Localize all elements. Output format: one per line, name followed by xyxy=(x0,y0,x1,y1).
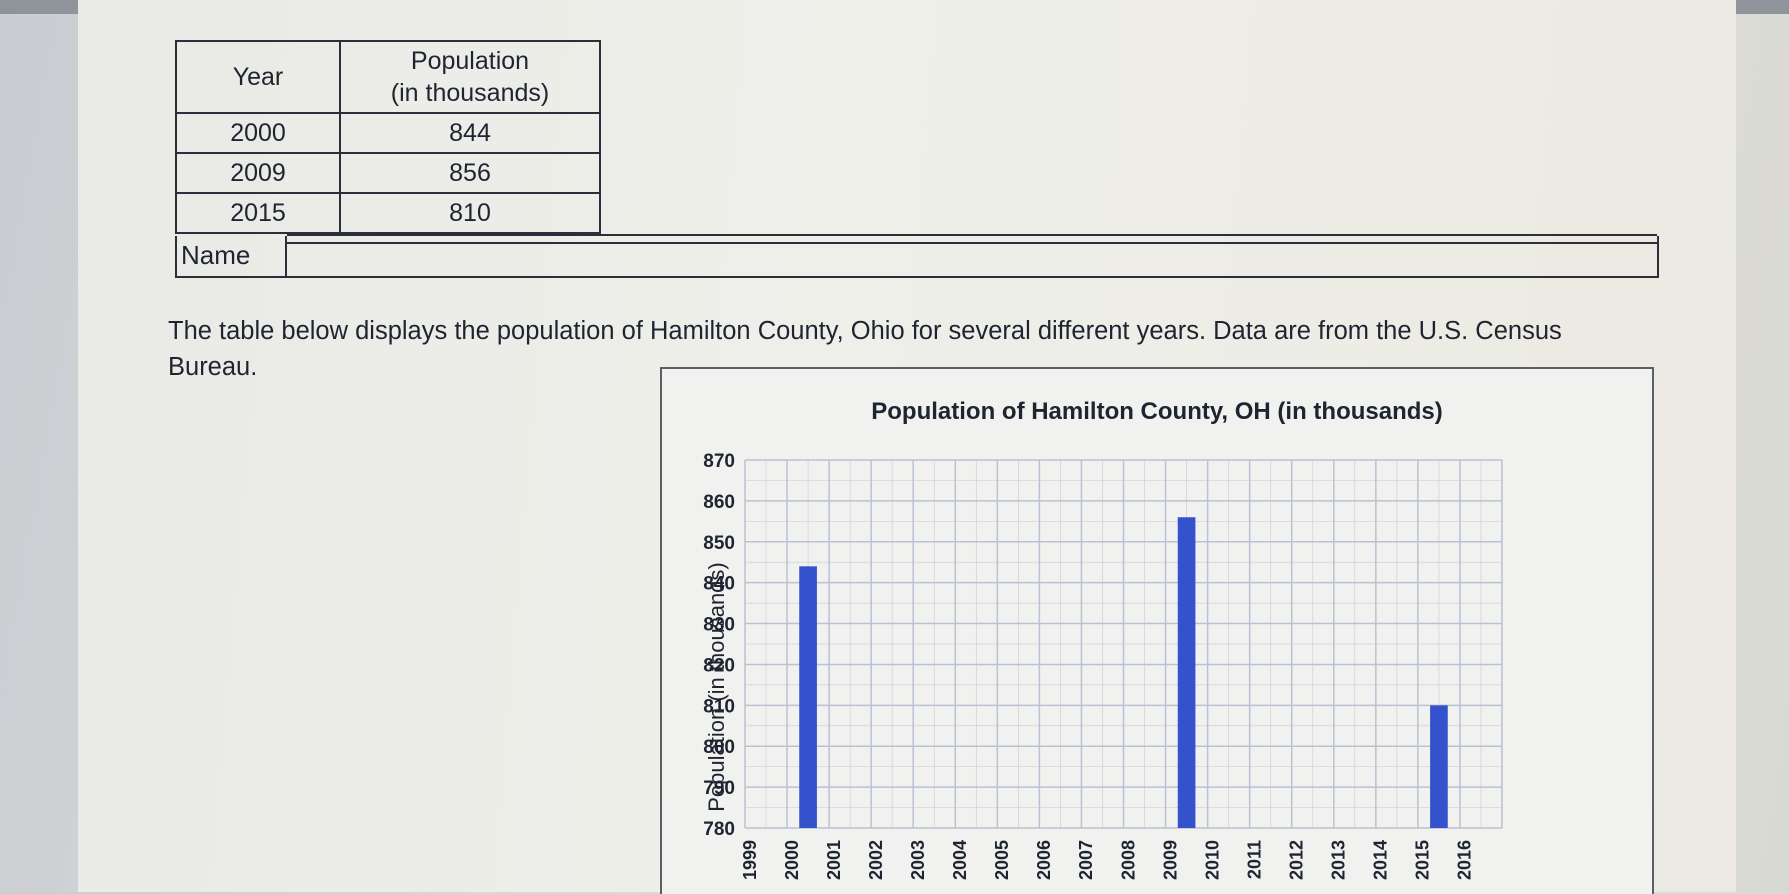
table-header-row: Year Population (in thousands) xyxy=(175,40,601,114)
y-tick-label: 790 xyxy=(703,778,735,799)
x-tick-label: 2011 xyxy=(1244,840,1264,879)
cell-population: 810 xyxy=(339,192,601,234)
table-row: 2015 810 xyxy=(175,192,601,234)
x-tick-label: 2008 xyxy=(1118,840,1138,880)
x-tick-label: 2004 xyxy=(950,840,970,880)
y-axis-label: Population (in thousands) xyxy=(704,562,729,812)
name-label: Name xyxy=(177,236,287,276)
chart-bars xyxy=(799,517,1448,828)
cell-population: 844 xyxy=(339,112,601,154)
header-population-line2: (in thousands) xyxy=(390,79,550,107)
x-tick-label: 2002 xyxy=(866,840,886,880)
chart-container: Population of Hamilton County, OH (in th… xyxy=(660,367,1654,894)
name-field-bar: Name xyxy=(175,234,1659,278)
table-row: 2009 856 xyxy=(175,152,601,194)
population-table: Year Population (in thousands) 2000 844 … xyxy=(175,40,601,234)
x-tick-label: 2012 xyxy=(1286,840,1306,880)
bar-2009 xyxy=(1177,517,1196,828)
y-tick-label: 850 xyxy=(703,533,735,554)
header-year: Year xyxy=(175,40,341,114)
chart-grid xyxy=(744,459,1503,829)
x-tick-label: 2013 xyxy=(1329,840,1349,880)
x-tick-label: 2003 xyxy=(908,840,928,880)
header-population-line1: Population xyxy=(410,47,530,75)
intro-text: The table below displays the population … xyxy=(168,317,1562,381)
x-tick-label: 1999 xyxy=(740,840,760,880)
chart-title: Population of Hamilton County, OH (in th… xyxy=(871,398,1443,425)
bar-2015 xyxy=(1430,705,1448,828)
y-tick-label: 830 xyxy=(703,615,735,636)
x-tick-label: 2006 xyxy=(1034,840,1054,880)
name-input-line[interactable] xyxy=(287,234,1657,244)
y-tick-label: 820 xyxy=(703,655,735,676)
x-tick-label: 2015 xyxy=(1413,840,1433,880)
bar-chart: Population of Hamilton County, OH (in th… xyxy=(703,398,1503,880)
y-axis-ticks: 780 790 800 810 820 830 840 850 860 870 xyxy=(703,451,735,840)
x-tick-label: 2016 xyxy=(1455,840,1475,880)
y-tick-label: 860 xyxy=(703,492,735,513)
x-tick-label: 2000 xyxy=(782,840,802,880)
y-tick-label: 780 xyxy=(703,819,735,840)
x-tick-label: 2005 xyxy=(992,840,1012,880)
cell-year: 2009 xyxy=(175,152,341,194)
x-axis-ticks: 1999 2000 2001 2002 2003 2004 2005 2006 2007 2008… xyxy=(740,840,1475,880)
cell-population: 856 xyxy=(339,152,601,194)
y-tick-label: 810 xyxy=(703,696,735,717)
x-tick-label: 2010 xyxy=(1202,840,1222,880)
bar-2000 xyxy=(799,566,817,828)
table-row: 2000 844 xyxy=(175,112,601,154)
y-tick-label: 870 xyxy=(703,451,735,472)
cell-year: 2000 xyxy=(175,112,341,154)
y-tick-label: 840 xyxy=(703,574,735,595)
cell-year: 2015 xyxy=(175,192,341,234)
x-tick-label: 2001 xyxy=(824,840,844,880)
x-tick-label: 2014 xyxy=(1371,840,1391,880)
header-population: Population (in thousands) xyxy=(339,40,601,114)
x-tick-label: 2009 xyxy=(1160,840,1180,880)
y-tick-label: 800 xyxy=(703,737,735,758)
x-tick-label: 2007 xyxy=(1076,840,1096,880)
